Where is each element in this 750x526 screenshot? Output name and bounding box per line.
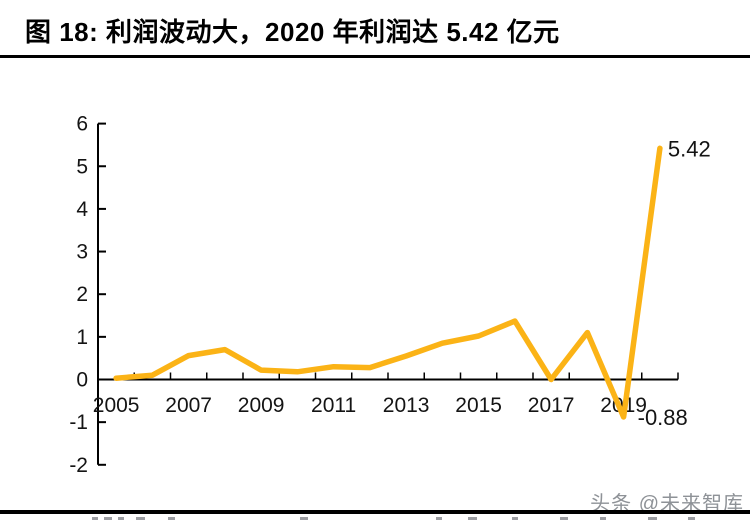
bottom-divider-rule bbox=[0, 510, 750, 514]
x-axis-tick-label: 2015 bbox=[455, 394, 502, 417]
y-axis-tick-label: 1 bbox=[76, 326, 88, 349]
x-axis-tick-label: 2013 bbox=[383, 394, 430, 417]
x-axis-tick-label: 2017 bbox=[528, 394, 575, 417]
y-axis-tick-label: 0 bbox=[76, 369, 88, 392]
y-axis-tick-label: -1 bbox=[69, 411, 88, 434]
x-axis-tick-label: 2005 bbox=[93, 394, 140, 417]
y-axis-tick-label: 4 bbox=[76, 198, 88, 221]
y-axis-tick-label: 5 bbox=[76, 155, 88, 178]
profit-series-line bbox=[113, 145, 663, 420]
y-axis-tick-label: -2 bbox=[69, 454, 88, 477]
x-axis-tick-label: 2007 bbox=[165, 394, 212, 417]
title-divider-rule bbox=[0, 55, 750, 58]
x-axis-tick-label: 2009 bbox=[238, 394, 285, 417]
data-point-label: -0.88 bbox=[638, 405, 688, 430]
y-axis-tick-label: 6 bbox=[76, 113, 88, 136]
clipped-source-text-fragments bbox=[0, 516, 750, 526]
figure-title: 图 18: 利润波动大，2020 年利润达 5.42 亿元 bbox=[25, 17, 560, 47]
y-axis-tick-label: 3 bbox=[76, 241, 88, 264]
watermark-text: 头条 @未来智库 bbox=[590, 493, 744, 515]
y-axis-tick-label: 2 bbox=[76, 283, 88, 306]
x-axis-tick-label: 2011 bbox=[311, 394, 356, 417]
data-point-label: 5.42 bbox=[668, 136, 711, 161]
